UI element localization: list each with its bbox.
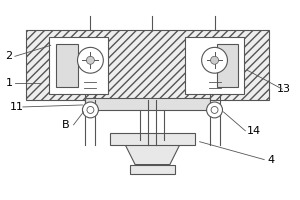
Bar [217, 44, 238, 87]
Bar [110, 133, 195, 145]
Text: 1: 1 [5, 78, 13, 88]
Bar [49, 37, 108, 94]
Bar [185, 37, 244, 94]
Text: 14: 14 [247, 126, 261, 136]
Circle shape [202, 47, 227, 73]
Circle shape [211, 56, 218, 64]
Text: B: B [62, 120, 69, 130]
Text: 11: 11 [10, 102, 24, 112]
Circle shape [82, 102, 98, 118]
Text: 4: 4 [268, 155, 275, 165]
Circle shape [77, 47, 103, 73]
Circle shape [86, 56, 94, 64]
Text: 2: 2 [5, 51, 13, 61]
Text: 13: 13 [277, 84, 291, 94]
Bar [130, 165, 175, 174]
Circle shape [211, 106, 218, 113]
Bar [26, 30, 269, 100]
Bar [56, 44, 77, 87]
Circle shape [87, 106, 94, 113]
Bar [85, 98, 210, 110]
Polygon shape [125, 145, 180, 165]
Circle shape [207, 102, 223, 118]
